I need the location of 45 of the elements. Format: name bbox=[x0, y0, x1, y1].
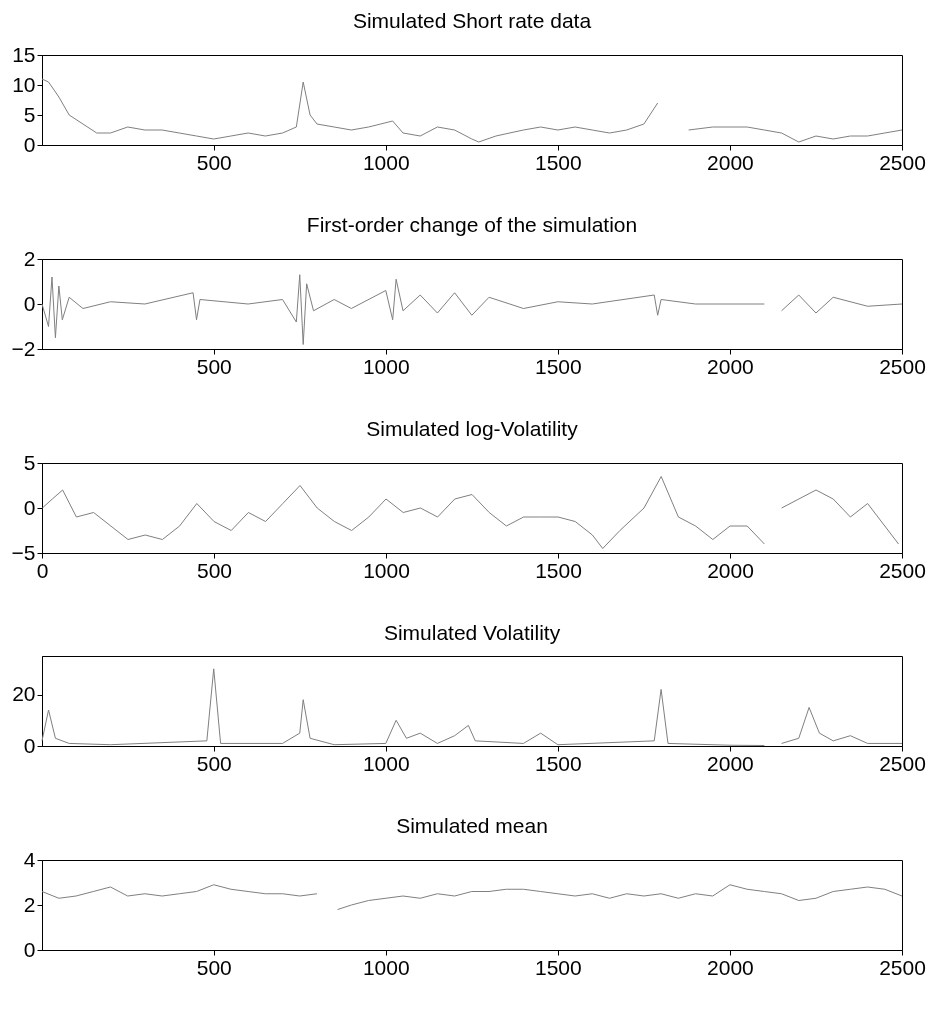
x-tick-label: 2000 bbox=[707, 751, 754, 775]
y-tick-label: 2 bbox=[23, 246, 36, 270]
y-tick-label: 0 bbox=[23, 291, 36, 315]
x-tick-label: 500 bbox=[196, 558, 233, 582]
chart-title: Simulated Volatility bbox=[383, 621, 561, 644]
x-tick-label: 500 bbox=[196, 955, 232, 979]
x-tick-label: 2500 bbox=[879, 955, 926, 979]
y-tick-label: 0 bbox=[23, 937, 36, 961]
x-tick-label: 500 bbox=[196, 751, 232, 775]
x-tick-label: 2500 bbox=[879, 354, 926, 378]
chart-title: Simulated Short rate data bbox=[352, 9, 592, 32]
chart-title: First-order change of the simulation bbox=[306, 213, 638, 236]
x-tick-label: 1500 bbox=[535, 558, 582, 582]
chart-title: Simulated log-Volatility bbox=[366, 417, 579, 440]
y-tick-label: 10 bbox=[12, 72, 36, 96]
y-tick-label: 20 bbox=[12, 682, 36, 706]
x-tick-label: 1000 bbox=[362, 150, 410, 174]
y-tick-label: 15 bbox=[12, 42, 36, 66]
x-tick-label: 1500 bbox=[535, 751, 582, 775]
x-tick-label: 2000 bbox=[707, 558, 754, 582]
x-tick-label: 1500 bbox=[535, 955, 582, 979]
x-tick-label: 1500 bbox=[535, 150, 582, 174]
y-tick-label: 5 bbox=[23, 102, 36, 126]
x-tick-label: 1000 bbox=[362, 354, 410, 378]
x-tick-label: 2000 bbox=[707, 150, 754, 174]
y-tick-label: −5 bbox=[11, 540, 36, 564]
x-tick-label: 2500 bbox=[879, 558, 926, 582]
y-tick-label: 2 bbox=[23, 892, 36, 916]
x-tick-label: 500 bbox=[196, 354, 232, 378]
y-tick-label: 4 bbox=[23, 847, 36, 871]
x-tick-label: 2000 bbox=[707, 955, 754, 979]
x-tick-label: 1500 bbox=[535, 354, 582, 378]
x-tick-label: 1000 bbox=[362, 955, 410, 979]
y-tick-label: 0 bbox=[23, 733, 36, 757]
x-tick-label: 2000 bbox=[707, 354, 754, 378]
y-tick-label: 5 bbox=[23, 450, 36, 474]
x-tick-label: 2500 bbox=[879, 150, 926, 174]
x-tick-label: 2500 bbox=[879, 751, 926, 775]
y-tick-label: 0 bbox=[23, 495, 36, 519]
x-tick-label: 1000 bbox=[363, 558, 410, 582]
y-tick-label: 0 bbox=[23, 132, 36, 156]
x-tick-label: 1000 bbox=[362, 751, 410, 775]
chart-title: Simulated mean bbox=[396, 814, 548, 837]
x-tick-label: 500 bbox=[196, 150, 232, 174]
y-tick-label: −2 bbox=[11, 336, 36, 360]
